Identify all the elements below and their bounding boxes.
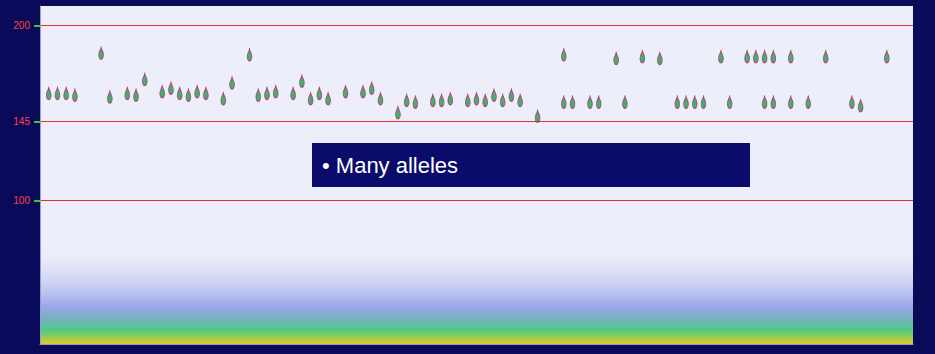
svg-text:• Many alleles: • Many alleles [322, 153, 458, 178]
svg-text:100: 100 [13, 195, 30, 206]
svg-text:145: 145 [13, 116, 30, 127]
svg-text:200: 200 [13, 20, 30, 31]
